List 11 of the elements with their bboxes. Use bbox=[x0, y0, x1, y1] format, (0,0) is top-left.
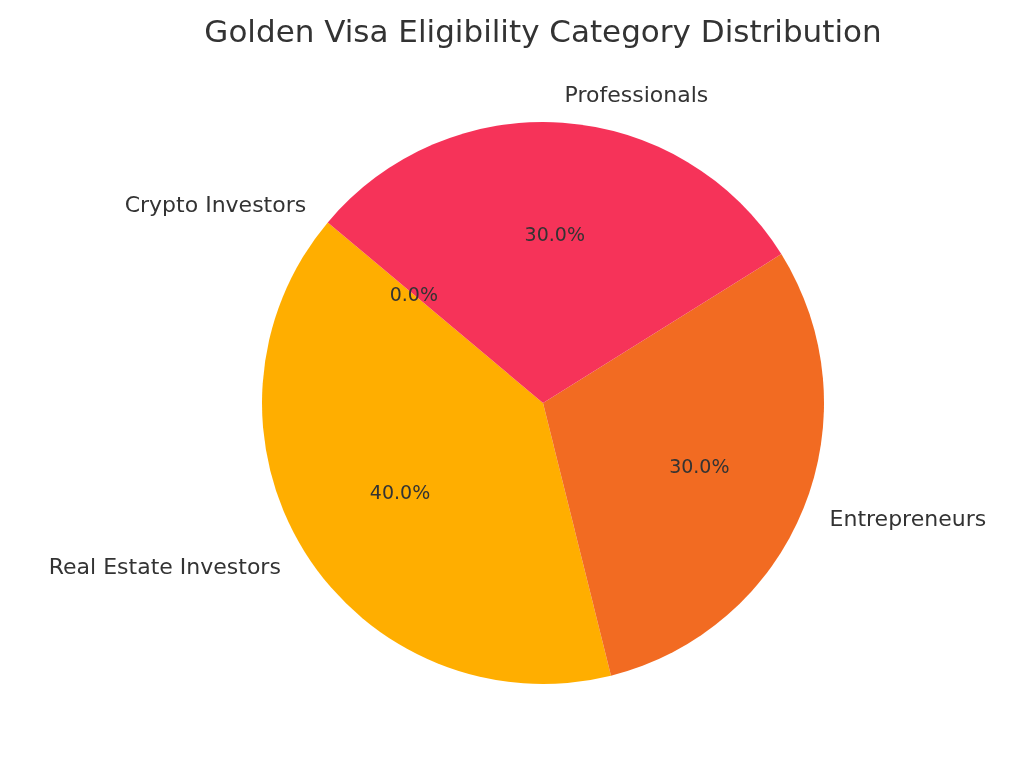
slice-label: Professionals bbox=[564, 82, 709, 108]
data-label: 30.0% bbox=[669, 454, 730, 477]
pie-slice bbox=[543, 254, 824, 676]
slice-label: Entrepreneurs bbox=[829, 506, 987, 532]
data-label: 30.0% bbox=[524, 223, 585, 246]
data-label: 40.0% bbox=[369, 480, 431, 503]
category-label: Crypto Investors bbox=[124, 192, 307, 218]
slice-label: Real Estate Investors bbox=[48, 554, 281, 580]
pie-slice bbox=[327, 122, 782, 403]
text: 0.0% bbox=[389, 283, 438, 306]
chart-title: Golden Visa Eligibility Category Distribution bbox=[204, 13, 882, 49]
